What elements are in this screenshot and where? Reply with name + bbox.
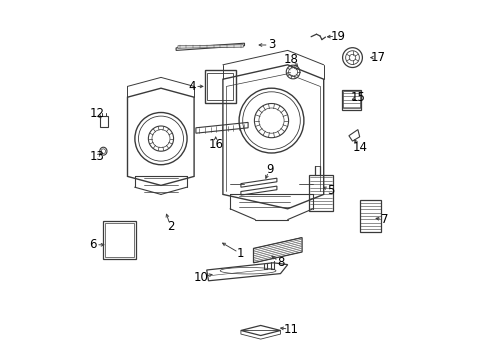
Text: 5: 5 [326, 184, 334, 197]
Text: 1: 1 [237, 247, 244, 260]
Text: 2: 2 [166, 220, 174, 233]
Text: 11: 11 [283, 323, 298, 336]
Bar [359, 200, 381, 232]
Text: 12: 12 [89, 107, 104, 120]
Text: 8: 8 [276, 256, 284, 269]
Bar [101, 116, 108, 127]
Text: 16: 16 [208, 138, 223, 150]
Bar [105, 223, 134, 257]
Text: 17: 17 [369, 51, 385, 64]
Text: 13: 13 [89, 150, 104, 163]
Text: 7: 7 [380, 213, 388, 226]
Text: 10: 10 [193, 271, 208, 284]
Bar [103, 221, 136, 259]
Text: 15: 15 [350, 91, 365, 104]
Polygon shape [178, 45, 243, 48]
Text: 4: 4 [188, 80, 196, 93]
Text: 14: 14 [351, 141, 366, 154]
Text: 9: 9 [265, 163, 273, 176]
Bar [309, 175, 332, 211]
Text: 3: 3 [267, 39, 275, 51]
Bar [341, 90, 361, 110]
Text: 18: 18 [283, 53, 298, 66]
Text: 19: 19 [330, 30, 345, 42]
Bar [204, 70, 235, 103]
Text: 6: 6 [89, 238, 97, 251]
Bar [343, 91, 359, 108]
Bar [207, 73, 232, 100]
